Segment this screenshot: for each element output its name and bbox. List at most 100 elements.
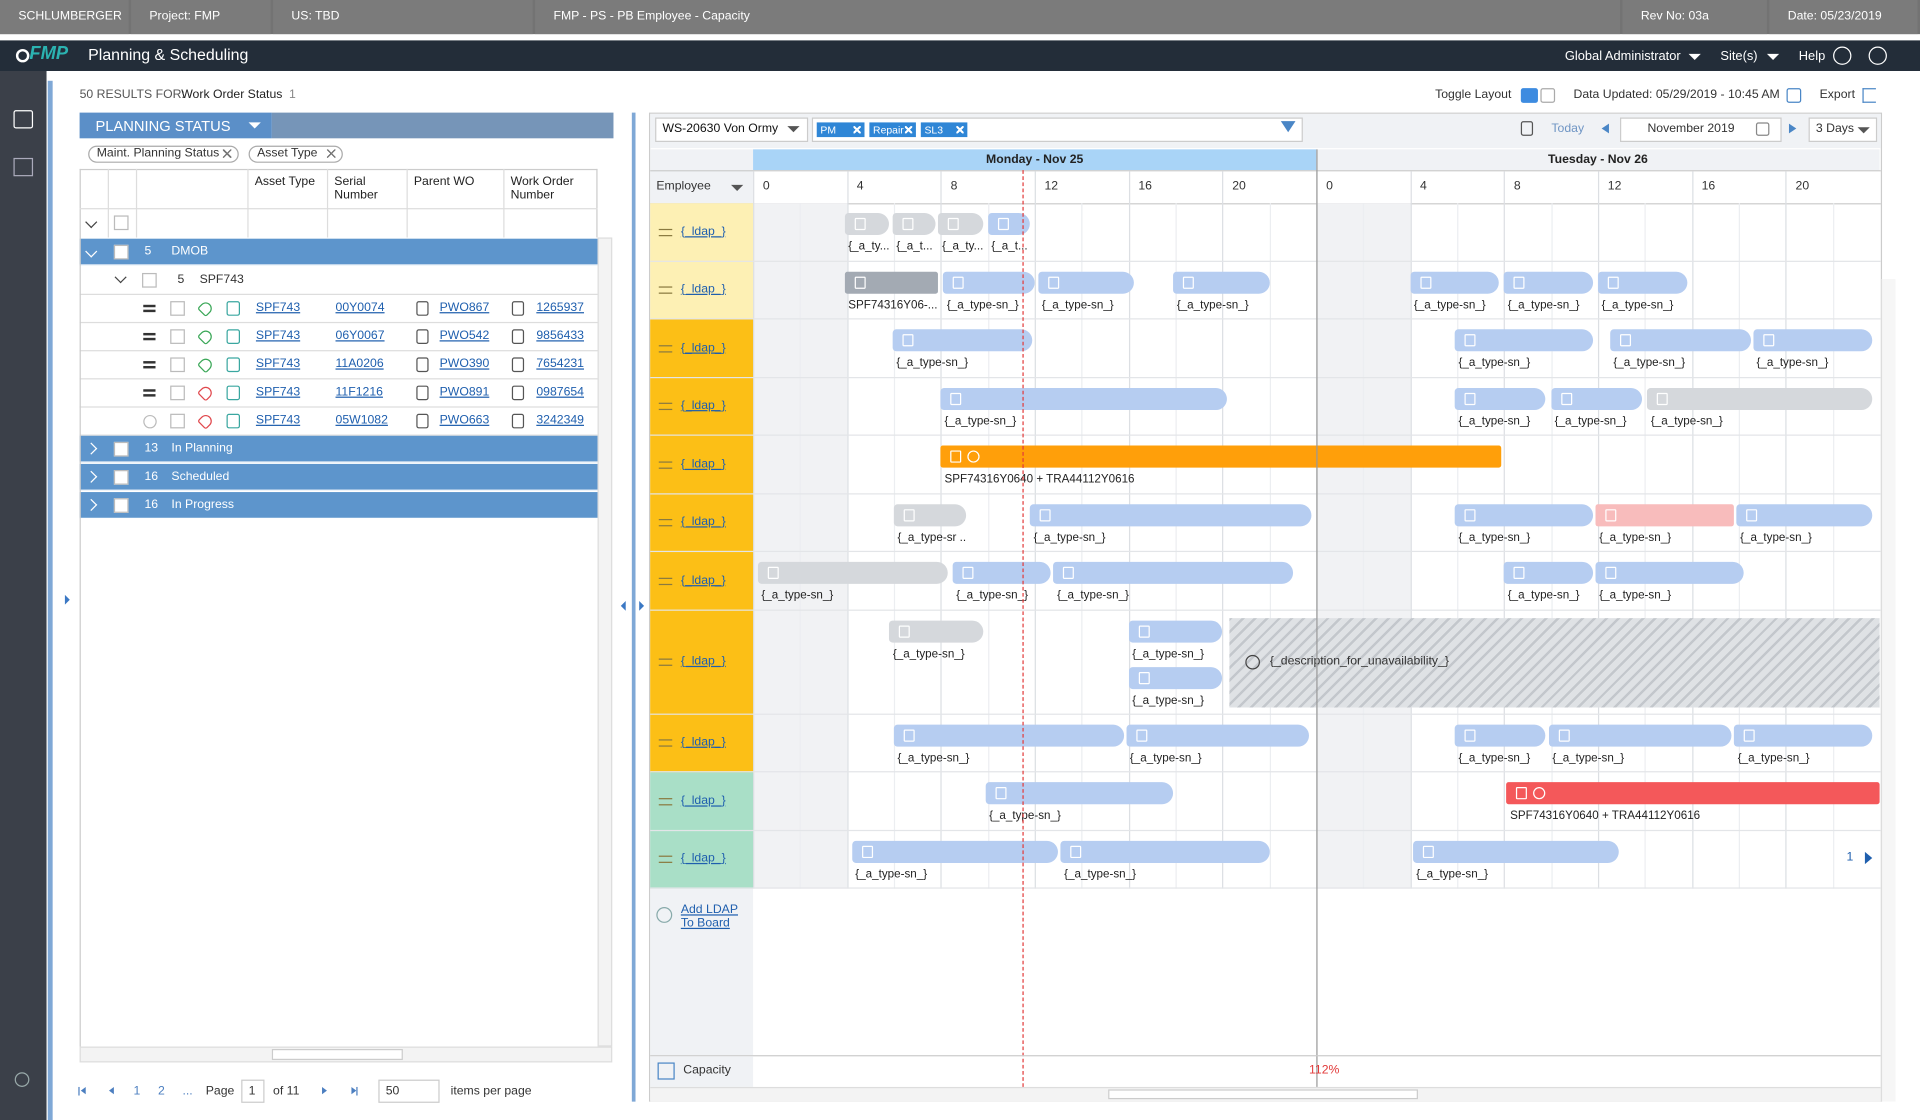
- drag-handle[interactable]: [658, 344, 673, 353]
- prev-date[interactable]: [1601, 123, 1609, 134]
- nav-list[interactable]: [13, 157, 34, 177]
- checkbox[interactable]: [113, 244, 129, 260]
- layout-toggle[interactable]: [1520, 88, 1538, 103]
- filter-tag[interactable]: [816, 122, 865, 138]
- event-bar[interactable]: [940, 387, 1228, 410]
- event-bar[interactable]: [851, 840, 1059, 863]
- checkbox[interactable]: [170, 357, 185, 373]
- more-count[interactable]: 1: [1846, 850, 1854, 865]
- tag-remove[interactable]: [853, 126, 861, 134]
- dropdown-caret[interactable]: [787, 126, 800, 133]
- resource-link[interactable]: {_ldap_}: [680, 283, 726, 297]
- drag-handle[interactable]: [658, 403, 673, 411]
- event-bar[interactable]: [1752, 329, 1873, 352]
- event-bar[interactable]: [893, 724, 1124, 747]
- group-row[interactable]: [79, 492, 598, 519]
- user-icon[interactable]: [1868, 46, 1887, 65]
- dropdown-caret[interactable]: [1688, 53, 1701, 60]
- event-bar[interactable]: [1053, 561, 1293, 584]
- wo-link[interactable]: 0987654: [536, 385, 585, 400]
- drag-handle[interactable]: [658, 228, 673, 236]
- nav-expand[interactable]: [14, 1072, 30, 1087]
- event-bar[interactable]: [757, 561, 948, 584]
- list-row[interactable]: [79, 408, 598, 436]
- subgroup-row[interactable]: [79, 267, 598, 295]
- event-bar[interactable]: [1412, 840, 1620, 863]
- group-row[interactable]: [79, 463, 598, 491]
- event-bar[interactable]: [1410, 271, 1500, 294]
- event-bar[interactable]: [1548, 724, 1732, 747]
- pager-next[interactable]: [322, 1086, 327, 1095]
- asset-link[interactable]: SPF743: [255, 357, 301, 371]
- event-bar[interactable]: [1609, 329, 1751, 352]
- serial-link[interactable]: 00Y0074: [335, 301, 385, 315]
- event-bar[interactable]: [1173, 271, 1270, 294]
- asset-link[interactable]: SPF743: [255, 413, 301, 428]
- resource-link[interactable]: {_ldap_}: [680, 852, 726, 866]
- resource-link[interactable]: {_ldap_}: [680, 224, 726, 239]
- drag-handle[interactable]: [143, 332, 156, 341]
- pager-last[interactable]: [356, 1086, 358, 1096]
- serial-link[interactable]: 05W1082: [335, 413, 388, 428]
- drag-handle[interactable]: [658, 658, 673, 666]
- dropdown-caret[interactable]: [1857, 127, 1870, 134]
- checkbox[interactable]: [142, 272, 157, 288]
- event-bar[interactable]: [844, 212, 890, 236]
- date-picker[interactable]: [1620, 117, 1782, 142]
- event-bar[interactable]: [1454, 503, 1594, 526]
- event-bar[interactable]: [940, 445, 1502, 468]
- parent-link[interactable]: PWO663: [439, 413, 490, 428]
- event-bar[interactable]: [1597, 271, 1688, 294]
- parent-link[interactable]: PWO867: [439, 301, 490, 315]
- wo-link[interactable]: 3242349: [536, 413, 585, 428]
- filter-tag[interactable]: [869, 122, 916, 138]
- tag-remove[interactable]: [956, 126, 964, 134]
- chip-remove[interactable]: [326, 149, 336, 158]
- asset-link[interactable]: SPF743: [255, 385, 301, 400]
- event-bar[interactable]: [1060, 840, 1270, 863]
- chip-remove[interactable]: [222, 149, 232, 158]
- resource-link[interactable]: {_ldap_}: [680, 457, 726, 471]
- today-button[interactable]: Today: [1551, 122, 1585, 136]
- event-bar[interactable]: [1595, 503, 1735, 526]
- group-row[interactable]: [79, 238, 598, 266]
- event-bar[interactable]: [1504, 271, 1594, 294]
- drag-handle[interactable]: [658, 519, 673, 527]
- event-bar[interactable]: [1595, 561, 1744, 584]
- parent-link[interactable]: PWO542: [439, 329, 490, 343]
- filter-chip[interactable]: [248, 145, 343, 163]
- add-icon[interactable]: [656, 907, 673, 923]
- drag-handle[interactable]: [658, 855, 673, 864]
- list-row[interactable]: [79, 295, 598, 324]
- event-bar[interactable]: [952, 561, 1052, 584]
- help-icon[interactable]: [1833, 46, 1852, 65]
- event-bar[interactable]: [1647, 387, 1873, 410]
- event-bar[interactable]: [1454, 724, 1546, 747]
- list-row[interactable]: [79, 379, 598, 408]
- asset-link[interactable]: SPF743: [255, 329, 301, 343]
- asset-link[interactable]: SPF743: [255, 301, 301, 315]
- help-link[interactable]: Help: [1798, 48, 1826, 64]
- checkbox[interactable]: [113, 441, 129, 457]
- drag-handle[interactable]: [143, 304, 156, 313]
- dropdown-caret[interactable]: [731, 184, 744, 191]
- resource-link[interactable]: {_ldap_}: [680, 573, 726, 588]
- event-bar[interactable]: [985, 782, 1174, 805]
- tag-remove[interactable]: [904, 126, 913, 134]
- dropdown-caret[interactable]: [248, 122, 261, 129]
- serial-link[interactable]: 06Y0067: [335, 329, 385, 343]
- resource-link[interactable]: {_ldap_}: [680, 794, 726, 808]
- event-bar[interactable]: [1038, 271, 1134, 294]
- layout-toggle[interactable]: [1540, 88, 1556, 103]
- drag-handle[interactable]: [658, 577, 673, 585]
- resource-link[interactable]: {_ldap_}: [680, 341, 726, 355]
- parent-link[interactable]: PWO891: [439, 385, 490, 400]
- event-bar[interactable]: [1126, 724, 1310, 747]
- event-bar[interactable]: [1454, 387, 1546, 410]
- list-row[interactable]: [79, 351, 598, 380]
- drag-handle[interactable]: [658, 797, 673, 806]
- nav-calendar[interactable]: [13, 110, 34, 129]
- splitter-right[interactable]: [639, 601, 645, 611]
- pager-page[interactable]: 2: [157, 1084, 165, 1098]
- select-all[interactable]: [113, 215, 129, 231]
